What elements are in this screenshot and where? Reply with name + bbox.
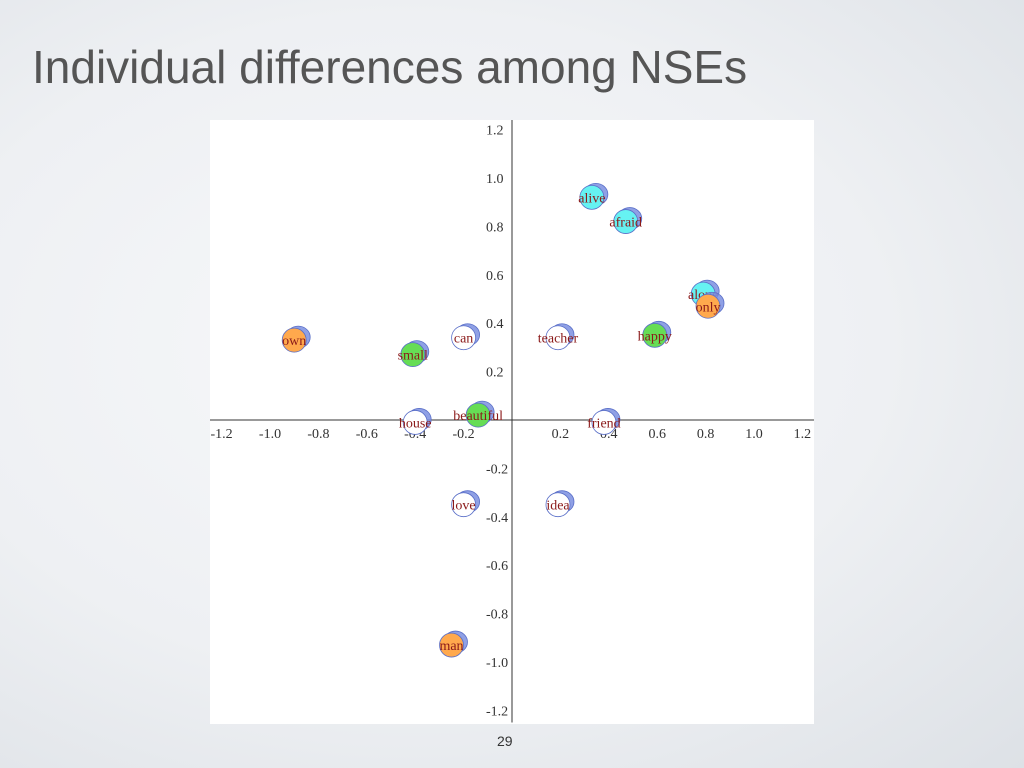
point-marker <box>281 327 307 353</box>
scatter-plot: -1.2 -1.0 -0.8 -0.6 -0.4 -0.2 0.2 0.4 0.6 0.8 1.0 1… <box>210 120 814 723</box>
point-marker <box>642 322 668 348</box>
point-marker <box>400 342 426 368</box>
tick-labels: -1.2 -1.0 -0.8 -0.6 -0.4 -0.2 0.2 0.4 0.6 0.8 1.0 1… <box>211 124 812 720</box>
data-points: aliveafraidaloneonlyhappyteachercanownsm… <box>281 182 725 658</box>
point-marker <box>451 325 477 351</box>
point-marker <box>402 410 428 435</box>
point-man: man <box>439 630 468 658</box>
point-marker <box>579 184 605 210</box>
point-teacher: teacher <box>538 323 579 351</box>
point-marker <box>465 402 491 428</box>
point-marker <box>591 410 617 435</box>
point-label: idea <box>546 499 570 514</box>
x-tick-label: -1.0 <box>259 427 281 442</box>
point-house: house <box>399 408 432 435</box>
y-tick-label: -1.0 <box>486 656 508 671</box>
x-tick-label: 0.8 <box>697 427 715 442</box>
point-friend: friend <box>587 408 621 435</box>
point-label: only <box>696 300 721 315</box>
y-tick-label: 0.6 <box>486 269 504 284</box>
point-alive: alive <box>578 182 609 210</box>
point-label: love <box>452 499 476 514</box>
y-tick-label: 0.8 <box>486 220 504 235</box>
point-only: only <box>695 291 725 319</box>
point-label: man <box>439 639 463 654</box>
point-love: love <box>451 490 481 518</box>
point-marker <box>613 209 639 234</box>
point-afraid: afraid <box>609 207 643 234</box>
chart-panel: -1.2 -1.0 -0.8 -0.6 -0.4 -0.2 0.2 0.4 0.6 0.8 1.0 1… <box>210 120 814 724</box>
point-beautiful: beautiful <box>453 400 503 428</box>
point-label: alive <box>578 191 605 206</box>
y-tick-label: 0.2 <box>486 366 504 381</box>
point-label: happy <box>638 329 672 344</box>
point-label: can <box>454 332 473 347</box>
x-tick-label: -0.6 <box>356 427 378 442</box>
y-tick-label: -0.8 <box>486 608 508 623</box>
x-tick-label: 0.2 <box>552 427 570 442</box>
point-label: small <box>398 349 428 364</box>
point-label: teacher <box>538 332 579 347</box>
x-tick-label: -0.8 <box>307 427 329 442</box>
point-own: own <box>281 325 311 353</box>
page-number: 29 <box>497 733 513 749</box>
x-tick-label: -0.2 <box>453 427 475 442</box>
point-marker <box>451 492 477 518</box>
point-happy: happy <box>638 320 672 348</box>
point-marker <box>545 325 571 351</box>
point-label: beautiful <box>453 409 503 424</box>
point-label: afraid <box>609 216 642 231</box>
point-label: friend <box>587 416 620 431</box>
point-label: own <box>282 334 306 349</box>
point-marker <box>695 293 721 319</box>
y-tick-label: 1.2 <box>486 124 504 139</box>
point-can: can <box>451 323 481 351</box>
x-tick-label: 1.2 <box>794 427 812 442</box>
point-small: small <box>398 340 430 368</box>
slide-title: Individual differences among NSEs <box>32 41 748 93</box>
axes <box>210 120 814 723</box>
y-tick-label: 0.4 <box>486 317 504 332</box>
point-marker <box>545 492 571 518</box>
point-marker <box>439 632 464 658</box>
x-tick-label: -1.2 <box>211 427 233 442</box>
point-label: house <box>399 416 432 431</box>
y-tick-label: -0.2 <box>486 462 508 477</box>
y-tick-label: -0.6 <box>486 559 508 574</box>
point-idea: idea <box>545 490 575 518</box>
y-tick-label: -0.4 <box>486 511 508 526</box>
x-tick-label: 0.6 <box>648 427 666 442</box>
y-tick-label: 1.0 <box>486 172 504 187</box>
x-tick-label: 1.0 <box>745 427 763 442</box>
y-tick-label: -1.2 <box>486 704 508 719</box>
